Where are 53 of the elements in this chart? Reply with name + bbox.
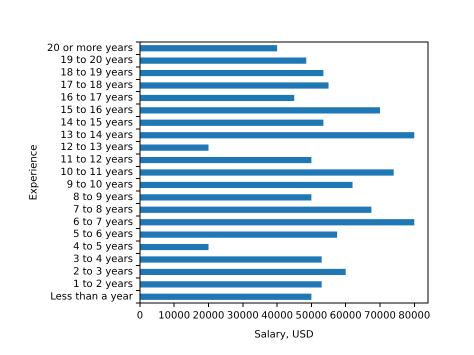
bar [140, 268, 346, 276]
bar [140, 169, 394, 176]
y-tick-label: 7 to 8 years [73, 204, 133, 216]
y-tick-label: 15 to 16 years [60, 104, 133, 116]
x-axis-title: Salary, USD [254, 330, 314, 341]
y-tick-label: 13 to 14 years [60, 130, 133, 141]
bar [140, 256, 322, 263]
x-tick-label: 40000 [261, 310, 294, 322]
y-tick-label: 19 to 20 years [60, 55, 133, 66]
y-tick-label: 14 to 15 years [60, 117, 133, 128]
bar [140, 120, 324, 126]
x-tick-label: 60000 [330, 310, 362, 322]
y-tick-label: 3 to 4 years [73, 254, 133, 266]
y-tick-label: 10 to 11 years [60, 167, 133, 178]
y-tick-label: 6 to 7 years [73, 216, 133, 228]
bar [140, 70, 324, 76]
y-tick-label: 8 to 9 years [73, 192, 133, 203]
y-tick-label: 4 to 5 years [73, 242, 133, 253]
y-tick-label: 17 to 18 years [60, 80, 133, 92]
x-tick-label: 0 [136, 310, 144, 322]
y-tick-label: 5 to 6 years [73, 229, 133, 240]
y-tick-label: 2 to 3 years [73, 266, 133, 278]
y-tick-label: 9 to 10 years [66, 180, 133, 191]
bar [140, 156, 312, 164]
bar [140, 281, 322, 288]
bar [140, 144, 209, 151]
y-tick-label: 11 to 12 years [60, 154, 133, 166]
y-tick-label: 16 to 17 years [60, 92, 133, 104]
y-tick-label: 12 to 13 years [60, 142, 133, 154]
bar [140, 45, 278, 52]
y-tick-label: 1 to 2 years [73, 278, 133, 290]
y-axis-title: Experience [28, 144, 40, 200]
x-tick-label: 30000 [226, 310, 259, 322]
bar [140, 194, 312, 200]
y-tick-label: Less than a year [50, 291, 134, 302]
y-tick-label: 20 or more years [46, 42, 133, 54]
bar [140, 107, 380, 114]
bar [140, 182, 353, 188]
bar [140, 232, 338, 238]
bar [140, 206, 372, 213]
bar [140, 132, 414, 138]
bar [140, 94, 294, 102]
x-tick-label: 70000 [364, 310, 396, 322]
bar [140, 294, 312, 300]
y-tick-label: 18 to 19 years [60, 68, 133, 79]
bar [140, 58, 306, 64]
x-tick-label: 20000 [192, 310, 224, 322]
bar [140, 82, 329, 89]
bar [140, 219, 414, 226]
x-tick-label: 10000 [158, 310, 190, 322]
x-tick-label: 50000 [295, 310, 328, 322]
x-tick-label: 80000 [398, 310, 430, 322]
bar [140, 244, 209, 250]
